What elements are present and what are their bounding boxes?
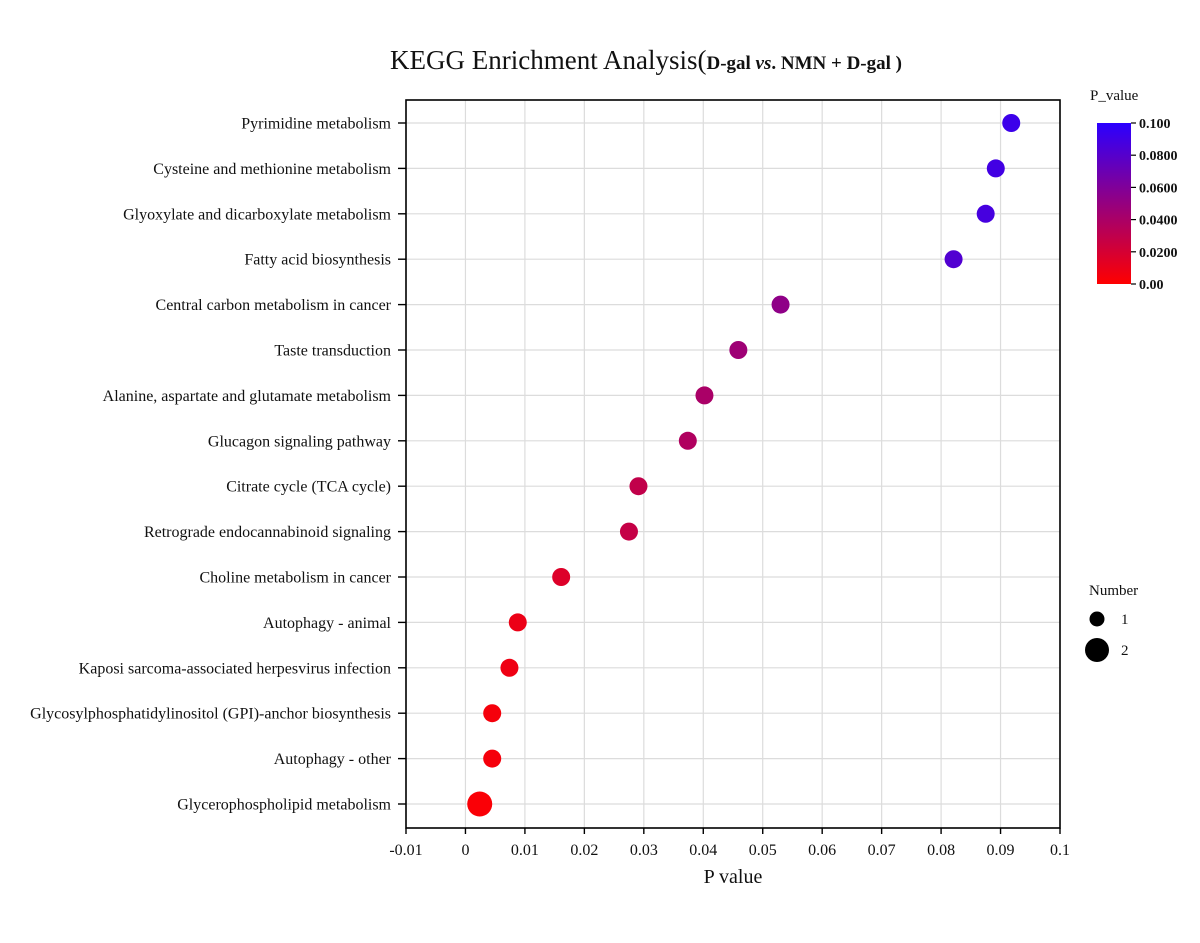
x-tick-label: -0.01: [389, 842, 422, 859]
x-tick-label: 0.08: [927, 842, 955, 859]
data-point: [629, 477, 648, 496]
category-label: Glucagon signaling pathway: [208, 433, 391, 450]
color-legend-tick-label: 0.100: [1139, 117, 1171, 132]
category-label: Autophagy - animal: [263, 615, 392, 632]
category-label: Glycerophospholipid metabolism: [177, 797, 391, 814]
data-point: [678, 431, 697, 450]
size-legend-marker-2: [1085, 638, 1109, 662]
size-legend: Number 1 2: [1085, 583, 1138, 662]
data-point: [500, 658, 519, 677]
data-point: [986, 159, 1005, 178]
category-label: Glycosylphosphatidylinositol (GPI)-ancho…: [30, 706, 391, 723]
color-legend-tick-label: 0.0800: [1139, 149, 1178, 164]
category-label: Autophagy - other: [274, 751, 392, 768]
title-group-b: . NMN + D-gal ): [771, 53, 902, 74]
chart-title: KEGG Enrichment Analysis(D-gal vs. NMN +…: [390, 45, 902, 75]
category-label: Retrograde endocannabinoid signaling: [144, 524, 391, 541]
x-axis-title: P value: [704, 866, 763, 888]
size-legend-label-1: 1: [1121, 612, 1129, 628]
data-point: [508, 613, 527, 632]
size-legend-title: Number: [1089, 583, 1138, 599]
title-vs: vs: [756, 53, 772, 74]
x-tick-label: 0.03: [630, 842, 658, 859]
category-label: Central carbon metabolism in cancer: [156, 297, 392, 314]
color-legend-tick-label: 0.00: [1139, 278, 1164, 293]
x-tick-label: 0.1: [1050, 842, 1070, 859]
data-point: [944, 250, 963, 269]
x-tick-label: 0.06: [808, 842, 836, 859]
color-legend-ticks: 0.100 0.0800 0.0600 0.0400 0.0200 0.00: [1131, 117, 1178, 293]
data-point: [619, 522, 638, 541]
color-legend-tick-label: 0.0200: [1139, 246, 1178, 261]
category-label: Choline metabolism in cancer: [200, 570, 392, 587]
x-tick-label: 0.09: [987, 842, 1015, 859]
category-label: Cysteine and methionine metabolism: [153, 161, 391, 178]
y-axis: Pyrimidine metabolism Cysteine and methio…: [30, 116, 406, 814]
data-point: [976, 204, 995, 223]
x-tick-label: 0.04: [689, 842, 717, 859]
size-legend-label-2: 2: [1121, 643, 1129, 659]
x-axis: -0.01 0 0.01 0.02 0.03 0.04 0.05 0.06 0.07 0.08 0.…: [389, 828, 1070, 859]
data-point: [1002, 114, 1021, 132]
title-group-a: D-gal: [706, 53, 755, 74]
category-label: Fatty acid biosynthesis: [244, 252, 391, 269]
data-point: [771, 295, 790, 314]
color-legend-tick-label: 0.0400: [1139, 214, 1178, 229]
size-legend-marker-1: [1089, 611, 1105, 627]
x-tick-label: 0.05: [749, 842, 777, 859]
x-tick-label: 0.01: [511, 842, 539, 859]
color-legend-tick-label: 0.0600: [1139, 181, 1178, 196]
category-label: Glyoxylate and dicarboxylate metabolism: [123, 206, 391, 223]
data-point: [695, 386, 714, 405]
title-prefix: KEGG Enrichment Analysis(: [390, 45, 706, 75]
data-point: [552, 568, 571, 586]
color-legend-title: P_value: [1090, 88, 1139, 104]
data-point: [483, 749, 502, 768]
plot-area: Pyrimidine metabolism Cysteine and methio…: [30, 99, 1070, 859]
category-label: Taste transduction: [274, 343, 391, 360]
data-point: [467, 791, 493, 817]
data-point: [729, 341, 748, 359]
plot-frame: [405, 99, 1061, 829]
x-tick-label: 0.02: [570, 842, 598, 859]
color-scale-bar: [1097, 123, 1131, 284]
data-point: [483, 704, 502, 723]
category-label: Citrate cycle (TCA cycle): [226, 479, 391, 496]
color-legend: P_value 0.100 0.0800 0.0600 0.0400 0.0200 0.0…: [1090, 88, 1178, 293]
x-tick-label: 0.07: [868, 842, 896, 859]
data-points: [467, 114, 1021, 817]
category-label: Kaposi sarcoma-associated herpesvirus in…: [79, 660, 391, 677]
category-label: Alanine, aspartate and glutamate metabol…: [103, 388, 392, 405]
grid-lines: [405, 100, 1061, 828]
category-label: Pyrimidine metabolism: [241, 116, 391, 133]
x-tick-label: 0: [461, 842, 469, 859]
